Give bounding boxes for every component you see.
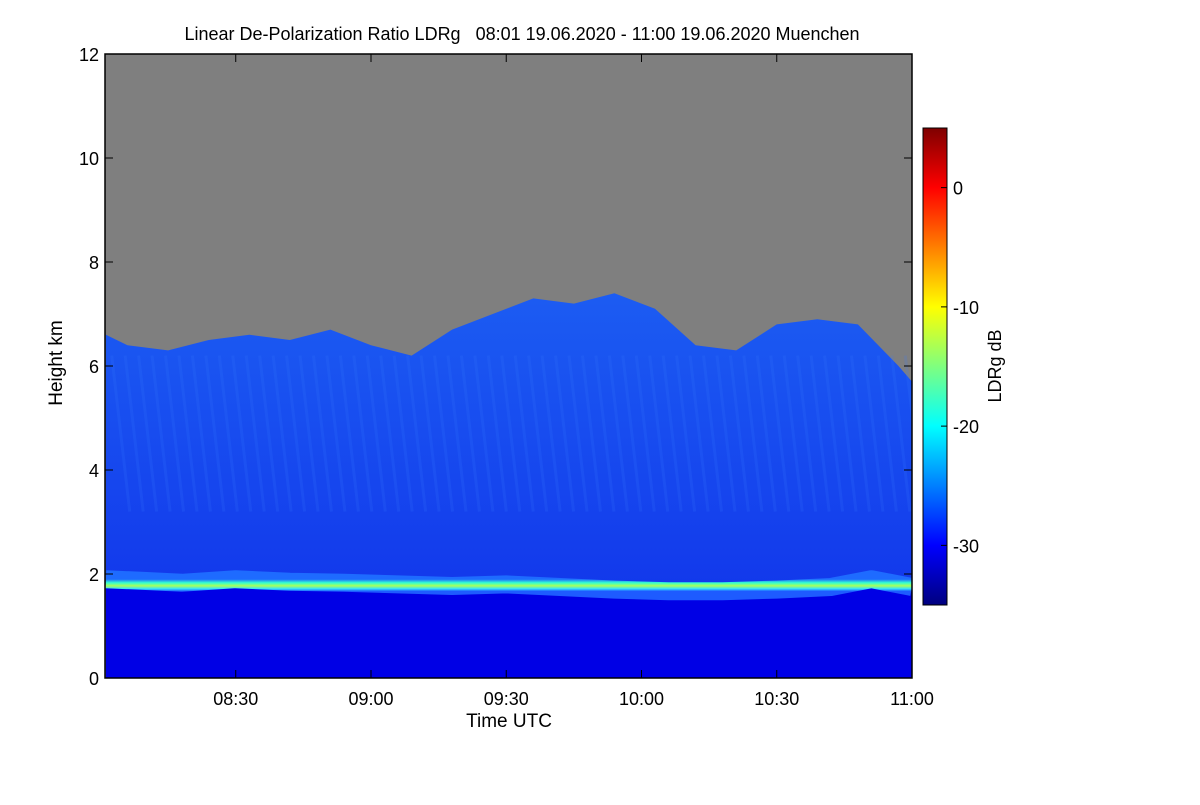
x-tick-label: 10:30 bbox=[754, 689, 799, 709]
fall-streak bbox=[258, 355, 280, 512]
fall-streak bbox=[863, 355, 885, 512]
y-tick-label: 4 bbox=[89, 461, 99, 481]
fall-streak bbox=[621, 355, 643, 512]
fall-streak bbox=[702, 355, 724, 512]
y-tick-label: 8 bbox=[89, 253, 99, 273]
fall-streak bbox=[634, 355, 656, 512]
fall-streak bbox=[137, 355, 159, 512]
fall-streak bbox=[164, 355, 186, 512]
fall-streak bbox=[473, 355, 495, 512]
fall-streak bbox=[244, 355, 266, 512]
x-tick-label: 08:30 bbox=[213, 689, 258, 709]
y-axis-label: Height km bbox=[46, 320, 67, 406]
fall-streak bbox=[715, 355, 737, 512]
fall-streak bbox=[433, 355, 455, 512]
fall-streak bbox=[903, 355, 912, 427]
x-tick-label: 10:00 bbox=[619, 689, 664, 709]
colorbar-tick-label: -20 bbox=[953, 417, 979, 437]
fall-streak bbox=[836, 355, 858, 512]
fall-streak bbox=[352, 355, 374, 512]
fall-streak bbox=[123, 355, 145, 512]
fall-streak bbox=[311, 355, 333, 512]
fall-streak bbox=[648, 355, 670, 512]
y-tick-label: 12 bbox=[79, 45, 99, 65]
fall-streak bbox=[500, 355, 522, 512]
fall-streak bbox=[298, 355, 320, 512]
fall-streak bbox=[769, 355, 791, 512]
x-tick-label: 11:00 bbox=[890, 689, 934, 709]
fall-streak bbox=[580, 355, 602, 512]
fall-streak bbox=[782, 355, 804, 512]
x-axis-label: Time UTC bbox=[466, 711, 552, 732]
fall-streak bbox=[365, 355, 387, 512]
fall-streak bbox=[110, 355, 132, 512]
x-tick-label: 09:00 bbox=[348, 689, 393, 709]
colorbar-label: LDRg dB bbox=[985, 329, 1005, 402]
fall-streak bbox=[486, 355, 508, 512]
fall-streak bbox=[513, 355, 535, 512]
fall-streak bbox=[204, 355, 226, 512]
fall-streak bbox=[285, 355, 307, 512]
colorbar: 0 -10 -20 -30 LDRg dB bbox=[922, 127, 1005, 606]
fall-streak bbox=[190, 355, 212, 512]
y-axis: 0 2 4 6 8 10 12 bbox=[79, 45, 912, 689]
plot-area bbox=[105, 54, 912, 678]
x-tick-label: 09:30 bbox=[484, 689, 529, 709]
y-tick-label: 0 bbox=[89, 669, 99, 689]
fall-streak bbox=[661, 355, 683, 512]
fall-streak bbox=[823, 355, 845, 512]
fall-streak bbox=[406, 355, 428, 512]
fall-streak bbox=[459, 355, 481, 512]
fall-streak bbox=[271, 355, 293, 512]
colorbar-gradient bbox=[922, 127, 948, 606]
fall-streak bbox=[809, 355, 831, 512]
fall-streak bbox=[150, 355, 172, 512]
colorbar-tick-label: -30 bbox=[953, 536, 979, 556]
fall-streak bbox=[688, 355, 710, 512]
fall-streak bbox=[594, 355, 616, 512]
streak-layer bbox=[110, 355, 912, 512]
colorbar-ticks: 0 -10 -20 -30 bbox=[941, 179, 979, 556]
boundary-layer-top bbox=[105, 570, 912, 601]
fall-streak bbox=[379, 355, 401, 512]
fall-streak bbox=[338, 355, 360, 512]
colorbar-tick-label: 0 bbox=[953, 179, 963, 199]
fall-streak bbox=[755, 355, 777, 512]
fall-streak bbox=[446, 355, 468, 512]
fall-streak bbox=[325, 355, 347, 512]
residual-layer bbox=[105, 584, 912, 678]
fall-streak bbox=[231, 355, 253, 512]
fall-streak bbox=[675, 355, 697, 512]
y-tick-label: 10 bbox=[79, 149, 99, 169]
y-tick-label: 2 bbox=[89, 565, 99, 585]
fall-streak bbox=[796, 355, 818, 512]
x-axis: 08:30 09:00 09:30 10:00 10:30 11:00 bbox=[213, 54, 934, 709]
fall-streak bbox=[890, 355, 912, 512]
fall-streak bbox=[849, 355, 871, 512]
fall-streak bbox=[876, 355, 898, 512]
fall-streak bbox=[527, 355, 549, 512]
fall-streak bbox=[540, 355, 562, 512]
fall-streak bbox=[607, 355, 629, 512]
chart-title: Linear De-Polarization Ratio LDRg 08:01 … bbox=[184, 24, 859, 44]
fall-streak bbox=[177, 355, 199, 512]
fall-streak bbox=[217, 355, 239, 512]
fall-streak bbox=[728, 355, 750, 512]
fall-streak bbox=[554, 355, 576, 512]
fall-streak bbox=[567, 355, 589, 512]
y-tick-label: 6 bbox=[89, 357, 99, 377]
colorbar-tick-label: -10 bbox=[953, 298, 979, 318]
fall-streak bbox=[392, 355, 414, 512]
fall-streak bbox=[742, 355, 764, 512]
fall-streak bbox=[419, 355, 441, 512]
